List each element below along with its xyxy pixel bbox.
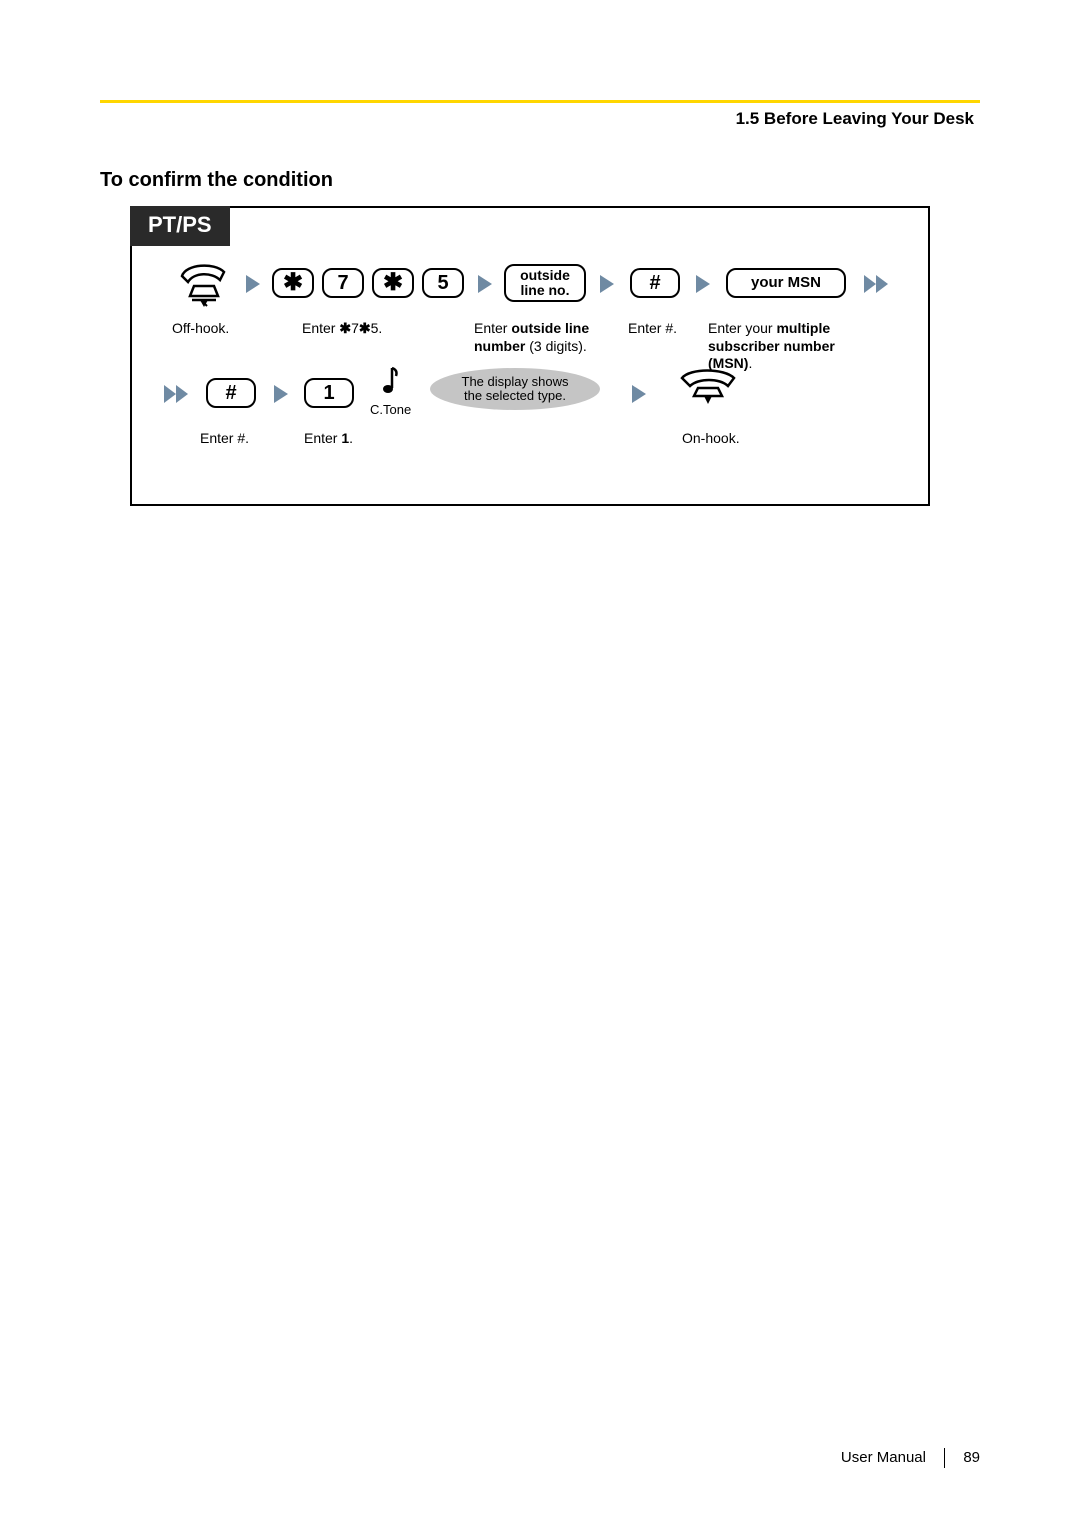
key-hash1: # (630, 268, 680, 298)
enter-hash-caption1: Enter #. (628, 320, 677, 338)
msn-box: your MSN (726, 268, 846, 298)
header-rule (100, 100, 980, 103)
page-title: To confirm the condition (100, 169, 980, 192)
onhook-icon (676, 366, 742, 413)
page-footer: User Manual 89 (841, 1448, 980, 1468)
arrow-icon (244, 273, 262, 300)
key-7: 7 (322, 268, 364, 298)
procedure-diagram: PT/PS Off-hook. ✱ 7 ✱ 5 Enter ✱7✱5. (130, 206, 930, 506)
section-header: 1.5 Before Leaving Your Desk (100, 109, 980, 129)
ctone-label: C.Tone (370, 402, 411, 418)
display-message-pill: The display shows the selected type. (430, 368, 600, 410)
page-number: 89 (963, 1449, 980, 1466)
msn-caption: Enter your multiple subscriber number (M… (708, 320, 888, 373)
key-star2: ✱ (372, 268, 414, 298)
offhook-icon (174, 258, 234, 313)
ctone-icon (376, 364, 404, 403)
device-badge: PT/PS (130, 206, 230, 246)
onhook-caption: On-hook. (682, 430, 740, 448)
enter-1-caption: Enter 1. (304, 430, 353, 448)
offhook-caption: Off-hook. (172, 320, 229, 338)
footer-divider (944, 1448, 945, 1468)
key-5: 5 (422, 268, 464, 298)
key-star1: ✱ (272, 268, 314, 298)
arrow-icon (598, 273, 616, 300)
double-arrow-icon (162, 383, 192, 410)
arrow-icon (630, 383, 648, 410)
key-hash2: # (206, 378, 256, 408)
enter-hash-caption2: Enter #. (200, 430, 249, 448)
enter-75-caption: Enter ✱7✱5. (302, 320, 382, 338)
arrow-icon (694, 273, 712, 300)
arrow-icon (476, 273, 494, 300)
double-arrow-icon (862, 273, 892, 300)
footer-label: User Manual (841, 1449, 926, 1466)
outside-line-box: outside line no. (504, 264, 586, 302)
arrow-icon (272, 383, 290, 410)
key-1: 1 (304, 378, 354, 408)
outside-line-caption: Enter outside line number (3 digits). (474, 320, 624, 355)
